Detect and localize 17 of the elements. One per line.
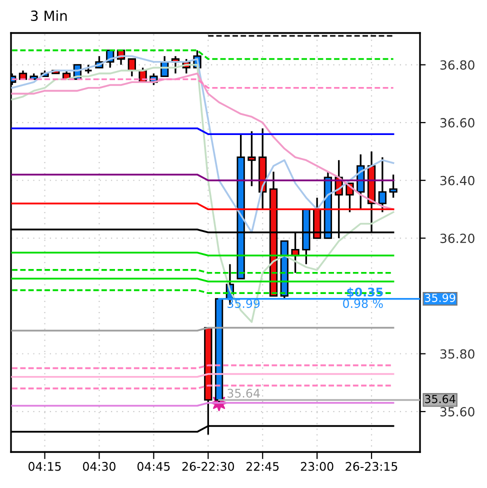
x-tick-label: 26-22:30 (182, 462, 234, 471)
ref-line-label: 35.64 (425, 394, 456, 404)
x-tick-label: 04:30 (82, 462, 116, 471)
y-tick-label: 35.60 (440, 407, 474, 416)
y-tick-label: 35.80 (440, 349, 474, 359)
chart-title: 3 Min (31, 10, 67, 22)
y-tick-label: 36.80 (440, 60, 474, 70)
y-tick-label: 36.60 (440, 118, 474, 128)
y-tick-label: 36.40 (440, 176, 474, 186)
annotation: 35.64 (228, 388, 260, 398)
x-tick-label: 26-23:15 (346, 462, 398, 471)
x-tick-label: 04:45 (137, 462, 170, 471)
x-tick-label: 22:45 (246, 462, 279, 471)
y-tick-label: 36.20 (440, 234, 474, 244)
x-tick-label: 04:15 (28, 462, 61, 471)
ref-line-label: 35.99 (425, 294, 456, 302)
x-tick-label: 23:00 (300, 462, 334, 471)
